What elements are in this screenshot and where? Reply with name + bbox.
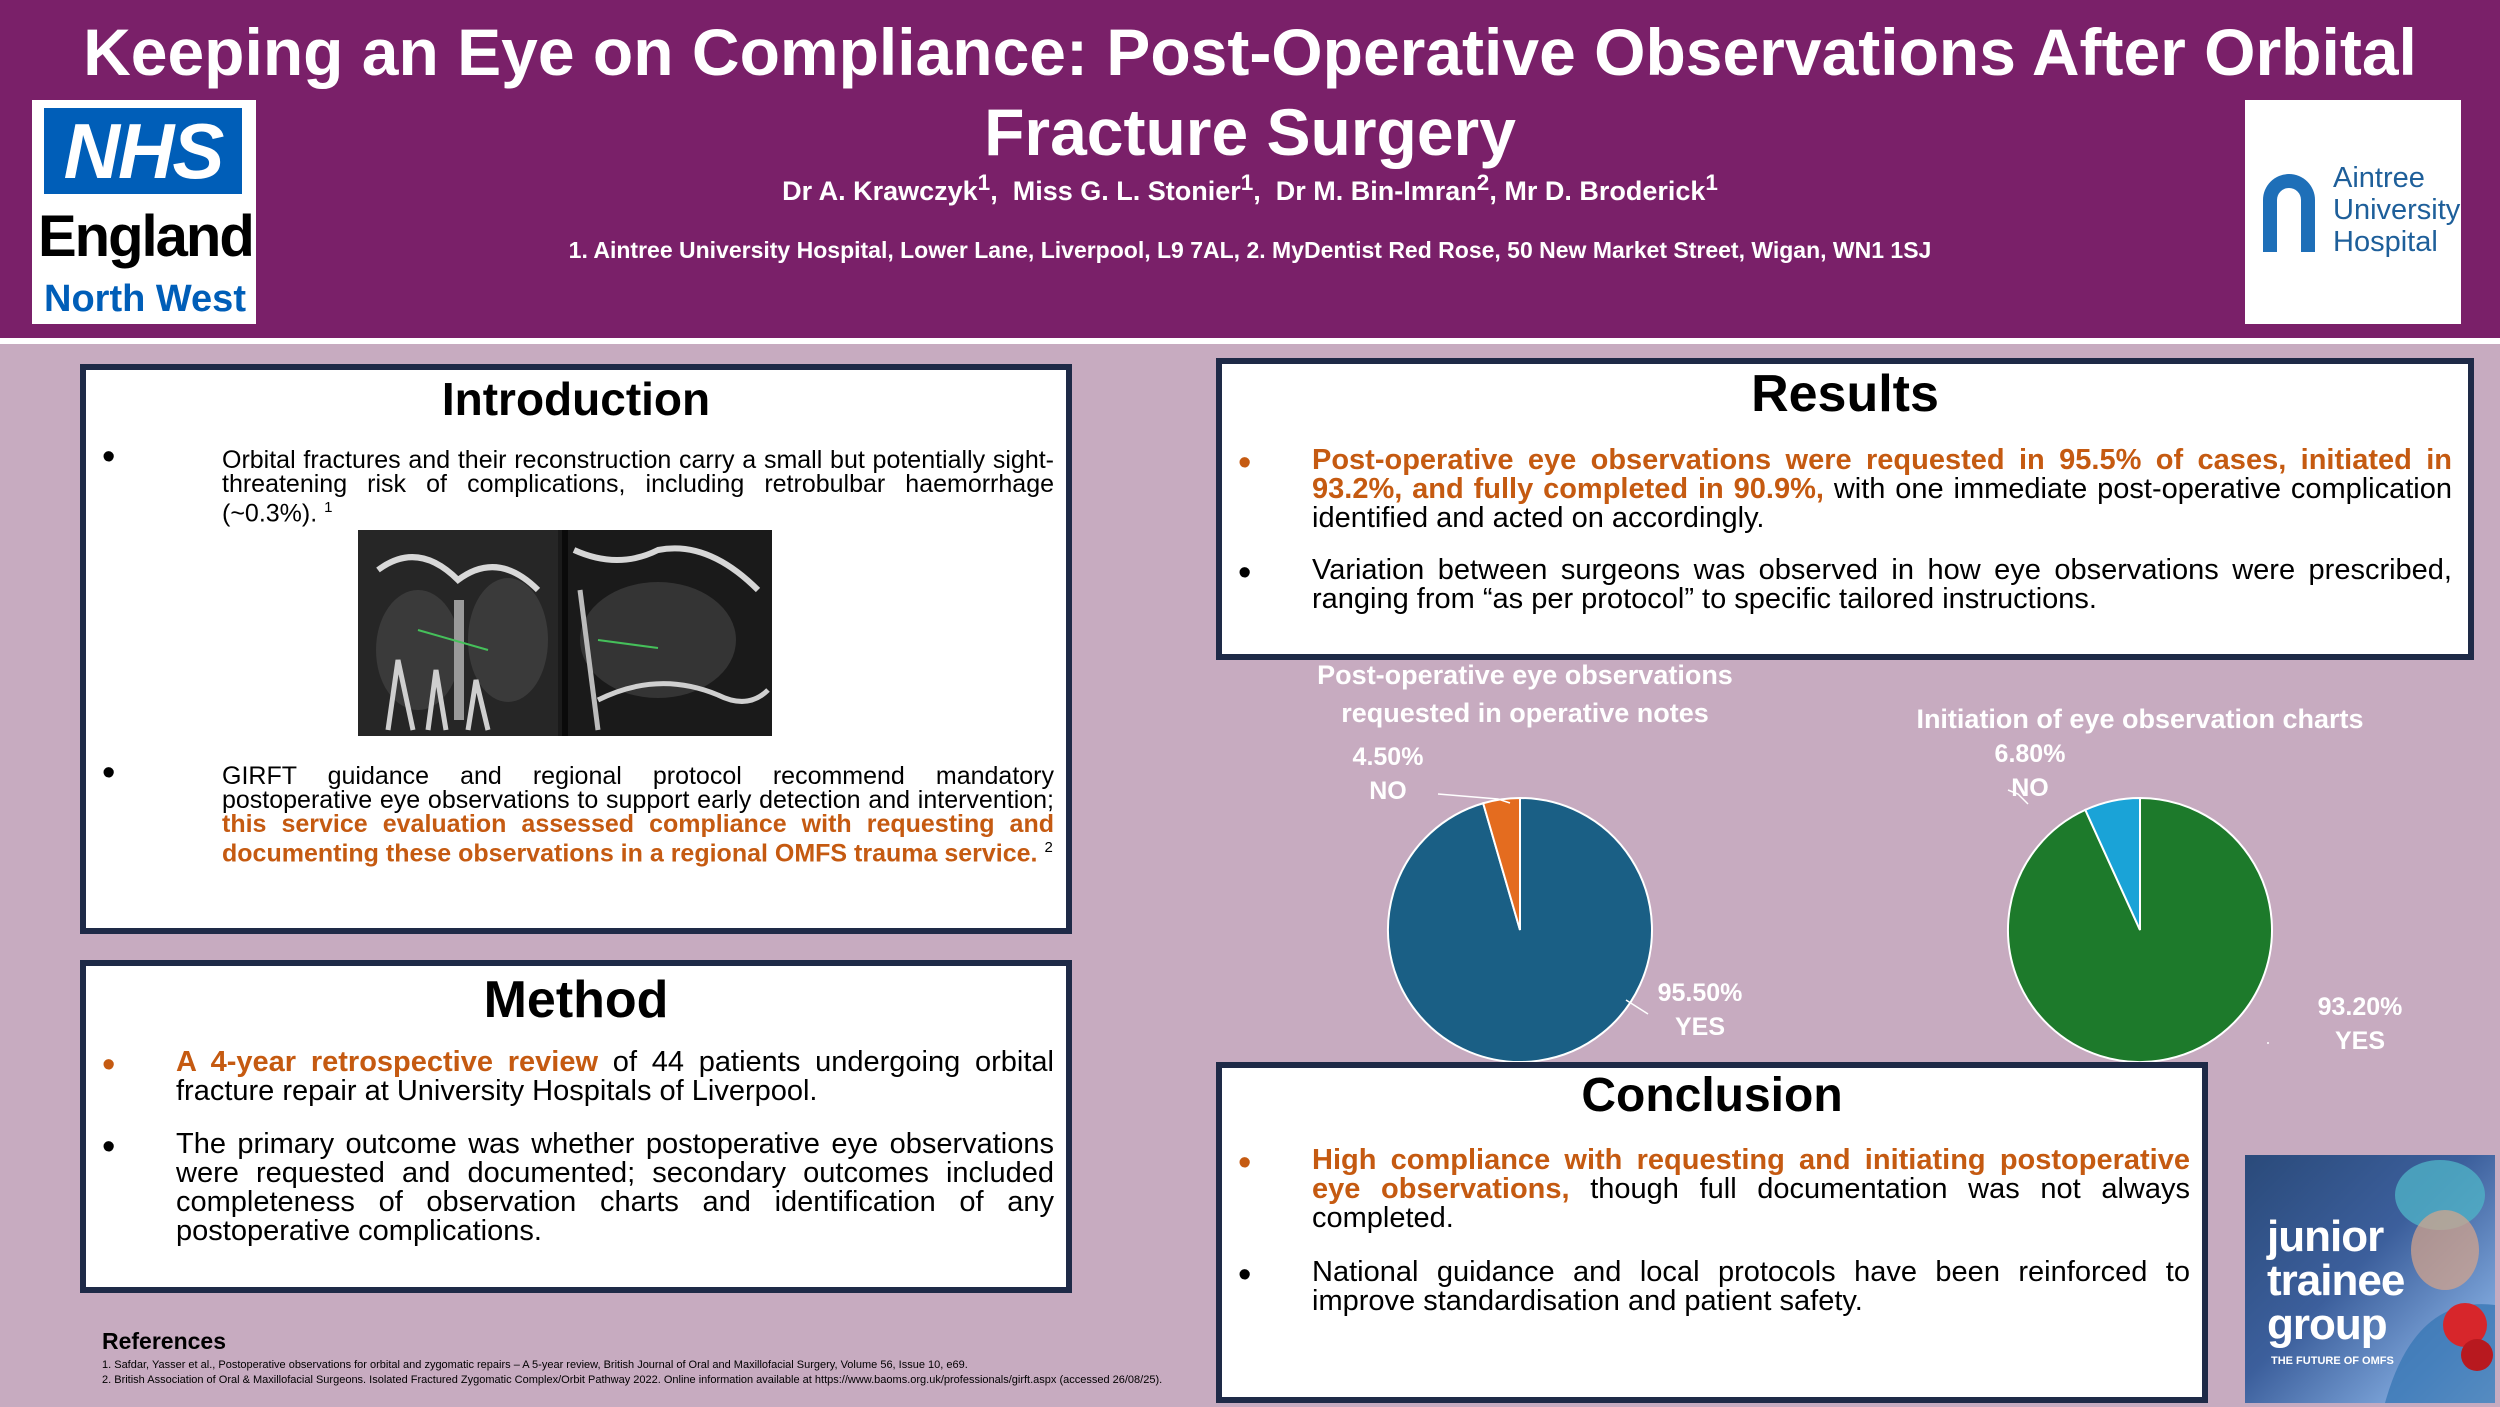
poster-title: Keeping an Eye on Compliance: Post-Opera… — [83, 15, 2417, 169]
conclusion-bullet-2: National guidance and local protocols ha… — [1312, 1256, 2190, 1317]
author-name: Mr D. Broderick — [1504, 176, 1706, 206]
method-bullet-2: The primary outcome was whether postoper… — [176, 1128, 1054, 1247]
bullet-icon: • — [102, 1126, 116, 1168]
bullet-icon: • — [1238, 442, 1252, 484]
introduction-bullet-2-highlight: this service evaluation assessed complia… — [222, 810, 1054, 868]
introduction-bullet-2-text: GIRFT guidance and regional protocol rec… — [222, 762, 1054, 814]
chart2-yes-label: YES — [2334, 1027, 2386, 1055]
results-panel: Results • Post-operative eye observation… — [1216, 358, 2474, 660]
reference-2: 2. British Association of Oral & Maxillo… — [102, 1374, 1163, 1386]
conclusion-panel: Conclusion • High compliance with reques… — [1216, 1062, 2208, 1403]
bullet-icon: • — [1238, 552, 1252, 594]
chart1-leader-line — [1437, 793, 1511, 804]
chart2-no-label: NO — [2011, 774, 2049, 802]
conclusion-title: Conclusion — [1581, 1069, 1843, 1122]
jtg-word: junior — [2267, 1212, 2384, 1261]
references: References 1. Safdar, Yasser et al., Pos… — [102, 1328, 1162, 1386]
nhs-england-logo: NHS England North West — [32, 100, 256, 324]
results-bullet-1: Post-operative eye observations were req… — [1312, 446, 2452, 533]
method-bullet-1: A 4-year retrospective review of 44 pati… — [176, 1048, 1054, 1106]
introduction-bullet-1-text: Orbital fractures and their reconstructi… — [222, 446, 1054, 528]
bullet-icon: • — [102, 436, 116, 478]
affiliation-marker: 1 — [1240, 170, 1254, 195]
affiliation-marker: 2 — [1476, 170, 1490, 195]
chart1-slice-yes — [1387, 796, 1653, 1063]
chart1-yes-label: YES — [1674, 1013, 1726, 1041]
chart1-label-yes: 95.50% YES — [1630, 976, 1770, 1044]
introduction-title: Introduction — [441, 373, 711, 425]
affiliations: 1. Aintree University Hospital, Lower La… — [568, 237, 1932, 263]
chart1-no-label: NO — [1369, 777, 1407, 805]
aintree-logo-line: Aintree — [2333, 162, 2425, 194]
aintree-logo-text: Aintree University Hospital — [2333, 162, 2460, 258]
junior-trainee-group-wordmark: junior trainee group — [2267, 1212, 2405, 1349]
chart2-leader-line — [2007, 789, 2029, 805]
junior-trainee-group-logo: junior trainee group THE FUTURE OF OMFS — [2245, 1155, 2495, 1403]
bullet-icon: • — [102, 1044, 116, 1086]
chart1-pie — [1387, 793, 1653, 1063]
chart1-yes-percent: 95.50% — [1657, 979, 1743, 1007]
affiliation-marker: 1 — [1705, 170, 1718, 195]
jtg-word: trainee — [2267, 1256, 2405, 1305]
chart1-title: Post-operative eye observations requeste… — [1317, 660, 1733, 728]
method-title: Method — [483, 971, 669, 1029]
bullet-icon: • — [1238, 1254, 1252, 1296]
results-bullet-2: Variation between surgeons was observed … — [1312, 554, 2452, 615]
author-name: Miss G. L. Stonier — [1012, 176, 1241, 206]
chart1-leader-line — [1625, 999, 1649, 1015]
aintree-logo-line: Hospital — [2333, 226, 2438, 258]
citation-marker: 1 — [324, 499, 333, 516]
references-title: References — [102, 1328, 227, 1354]
chart2-no-percent: 6.80% — [1994, 740, 2066, 768]
chart2-slice-no — [2083, 796, 2141, 931]
author-list: Dr A. Krawczyk1, Miss G. L. Stonier1, Dr… — [782, 170, 1718, 206]
introduction-bullet-1: Orbital fractures and their reconstructi… — [222, 446, 1054, 528]
results-bullet-1-highlight: Post-operative eye observations were req… — [1312, 444, 2452, 505]
poster-header: Keeping an Eye on Compliance: Post-Opera… — [0, 0, 2500, 344]
jtg-word: group — [2267, 1300, 2388, 1349]
method-bullet-1-highlight: A 4-year retrospective review — [176, 1046, 599, 1078]
nhs-logo-region: North West — [44, 278, 246, 320]
jtg-tagline: THE FUTURE OF OMFS — [2271, 1355, 2394, 1367]
aintree-a-icon — [2263, 174, 2315, 252]
chart2-label-yes: 93.20% YES — [2290, 990, 2430, 1058]
ct-scan-image — [358, 530, 772, 736]
conclusion-bullet-1: High compliance with requesting and init… — [1312, 1146, 2190, 1233]
conclusion-bullet-1-text: though full documentation was not always… — [1312, 1173, 2190, 1234]
affiliation-marker: 1 — [977, 170, 991, 195]
bullet-icon: • — [1238, 1142, 1252, 1184]
chart2-yes-percent: 93.20% — [2317, 993, 2403, 1021]
chart2-label-no: 6.80% NO — [1960, 737, 2100, 805]
surgeon-graphic — [2385, 1160, 2495, 1403]
author-name: Dr M. Bin-Imran — [1275, 176, 1477, 206]
aintree-logo-line: University — [2333, 194, 2461, 226]
chart1-no-percent: 4.50% — [1352, 743, 1424, 771]
nhs-logo-england: England — [38, 204, 255, 269]
author-name: Dr A. Krawczyk — [782, 176, 978, 206]
reference-1: 1. Safdar, Yasser et al., Postoperative … — [102, 1359, 968, 1371]
citation-marker: 2 — [1044, 839, 1053, 856]
nhs-mark: NHS — [44, 108, 242, 194]
chart1-slice-no — [1481, 796, 1521, 931]
bullet-icon: • — [102, 752, 116, 794]
introduction-panel: Introduction • Orbital fractures and the… — [80, 364, 1072, 934]
conclusion-bullet-1-highlight: High compliance with requesting and init… — [1312, 1144, 2190, 1205]
chart1-label-no: 4.50% NO — [1318, 740, 1458, 808]
chart2-slice-yes — [2007, 796, 2273, 1063]
chart2-pie — [2007, 789, 2273, 1063]
aintree-hospital-logo: Aintree University Hospital — [2245, 100, 2461, 324]
method-bullet-1-text: of 44 patients undergoing orbital fractu… — [176, 1046, 1054, 1107]
results-title: Results — [1751, 365, 1939, 423]
method-panel: Method • A 4-year retrospective review o… — [80, 960, 1072, 1293]
introduction-bullet-2: GIRFT guidance and regional protocol rec… — [222, 762, 1054, 868]
results-bullet-1-text: with one immediate post-operative compli… — [1312, 473, 2453, 534]
chart2-title: Initiation of eye observation charts — [1916, 704, 2364, 734]
